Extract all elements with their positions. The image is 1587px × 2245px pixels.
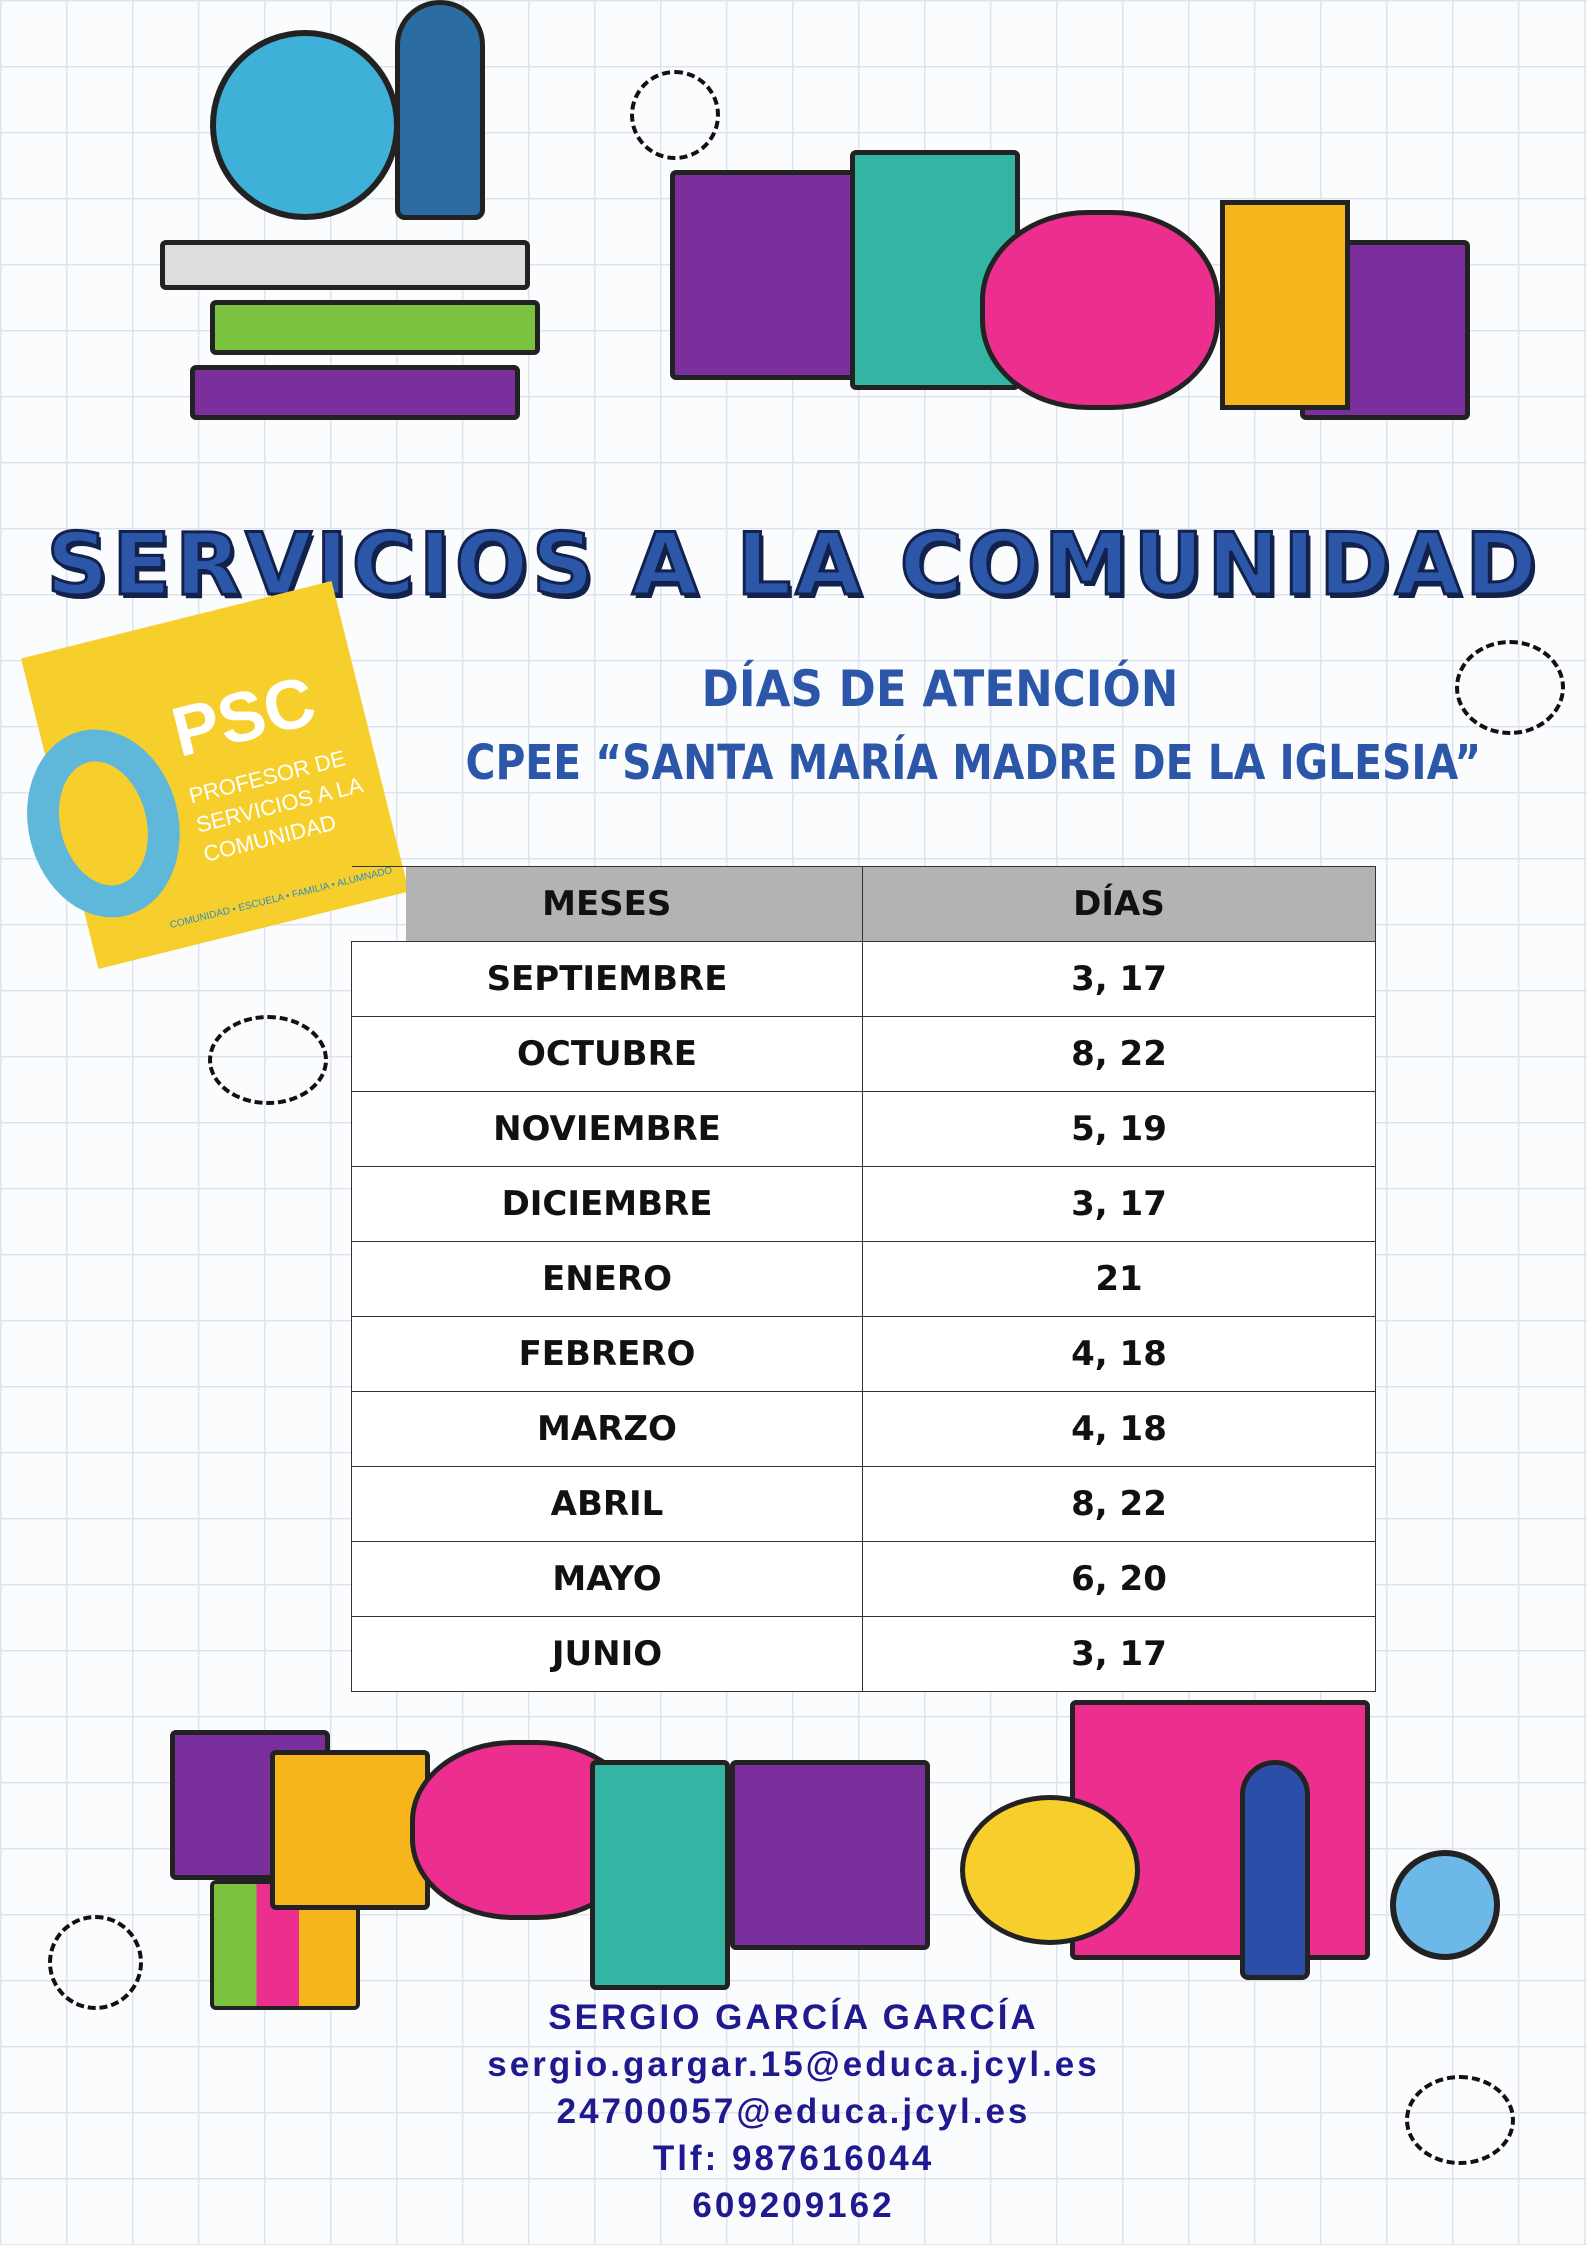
days-cell: 8, 22 <box>862 1016 1376 1092</box>
books-upright-icon <box>590 1760 730 1990</box>
table-row: SEPTIEMBRE 3, 17 <box>351 941 1376 1017</box>
dashed-circle-decoration <box>630 70 720 160</box>
dashed-circle-decoration <box>1405 2075 1515 2165</box>
set-square-icon <box>1220 200 1350 410</box>
school-supplies-illustration-top <box>150 0 1480 420</box>
set-square-icon <box>270 1750 430 1910</box>
month-cell: ABRIL <box>351 1466 863 1542</box>
logo-ring <box>7 713 200 934</box>
table-header: MESES DÍAS <box>351 866 1376 942</box>
days-cell: 3, 17 <box>862 1166 1376 1242</box>
dashed-circle-decoration <box>1455 640 1565 735</box>
table-row: JUNIO 3, 17 <box>351 1616 1376 1692</box>
contact-email-1[interactable]: sergio.gargar.15@educa.jcyl.es <box>487 2045 1100 2084</box>
month-cell: SEPTIEMBRE <box>351 941 863 1017</box>
contact-phone-2: 609209162 <box>692 2186 895 2225</box>
magnifier-icon <box>1390 1850 1500 1960</box>
month-cell: FEBRERO <box>351 1316 863 1392</box>
table-row: MAYO 6, 20 <box>351 1541 1376 1617</box>
puzzle-icon <box>730 1760 930 1950</box>
month-cell: OCTUBRE <box>351 1016 863 1092</box>
month-cell: ENERO <box>351 1241 863 1317</box>
table-row: ENERO 21 <box>351 1241 1376 1317</box>
globe-icon <box>210 30 400 220</box>
month-cell: DICIEMBRE <box>351 1166 863 1242</box>
header-days: DÍAS <box>862 866 1376 942</box>
table-row: ABRIL 8, 22 <box>351 1466 1376 1542</box>
days-cell: 8, 22 <box>862 1466 1376 1542</box>
book-icon <box>210 300 540 355</box>
apple-icon <box>980 210 1220 410</box>
palette-icon <box>960 1795 1140 1945</box>
table-row: OCTUBRE 8, 22 <box>351 1016 1376 1092</box>
days-cell: 5, 19 <box>862 1091 1376 1167</box>
table-row: DICIEMBRE 3, 17 <box>351 1166 1376 1242</box>
contact-phone-1: Tlf: 987616044 <box>652 2139 935 2178</box>
table-row: MARZO 4, 18 <box>351 1391 1376 1467</box>
rocket-icon <box>1240 1760 1310 1980</box>
contact-name: SERGIO GARCÍA GARCÍA <box>548 1998 1039 2037</box>
contact-email-2[interactable]: 24700057@educa.jcyl.es <box>556 2092 1031 2131</box>
days-cell: 6, 20 <box>862 1541 1376 1617</box>
header-months: MESES <box>351 866 863 942</box>
table-row: NOVIEMBRE 5, 19 <box>351 1091 1376 1167</box>
book-icon <box>190 365 520 420</box>
dashed-circle-decoration <box>48 1915 143 2010</box>
school-supplies-illustration-bottom <box>160 1700 1510 2040</box>
month-cell: MARZO <box>351 1391 863 1467</box>
subtitle: DÍAS DE ATENCIÓN <box>701 660 1179 718</box>
month-cell: MAYO <box>351 1541 863 1617</box>
page-title: SERVICIOS A LA COMUNIDAD <box>45 514 1541 617</box>
school-name: CPEE “SANTA MARÍA MADRE DE LA IGLESIA” <box>465 735 1482 791</box>
days-cell: 4, 18 <box>862 1316 1376 1392</box>
books-stack-icon <box>160 240 530 290</box>
table-row: FEBRERO 4, 18 <box>351 1316 1376 1392</box>
month-cell: NOVIEMBRE <box>351 1091 863 1167</box>
days-cell: 4, 18 <box>862 1391 1376 1467</box>
schedule-table: MESES DÍAS SEPTIEMBRE 3, 17 OCTUBRE 8, 22 NO… <box>351 866 1376 1692</box>
days-cell: 3, 17 <box>862 941 1376 1017</box>
rocket-icon <box>395 0 485 220</box>
month-cell: JUNIO <box>351 1616 863 1692</box>
days-cell: 3, 17 <box>862 1616 1376 1692</box>
dashed-circle-decoration <box>208 1015 328 1105</box>
days-cell: 21 <box>862 1241 1376 1317</box>
